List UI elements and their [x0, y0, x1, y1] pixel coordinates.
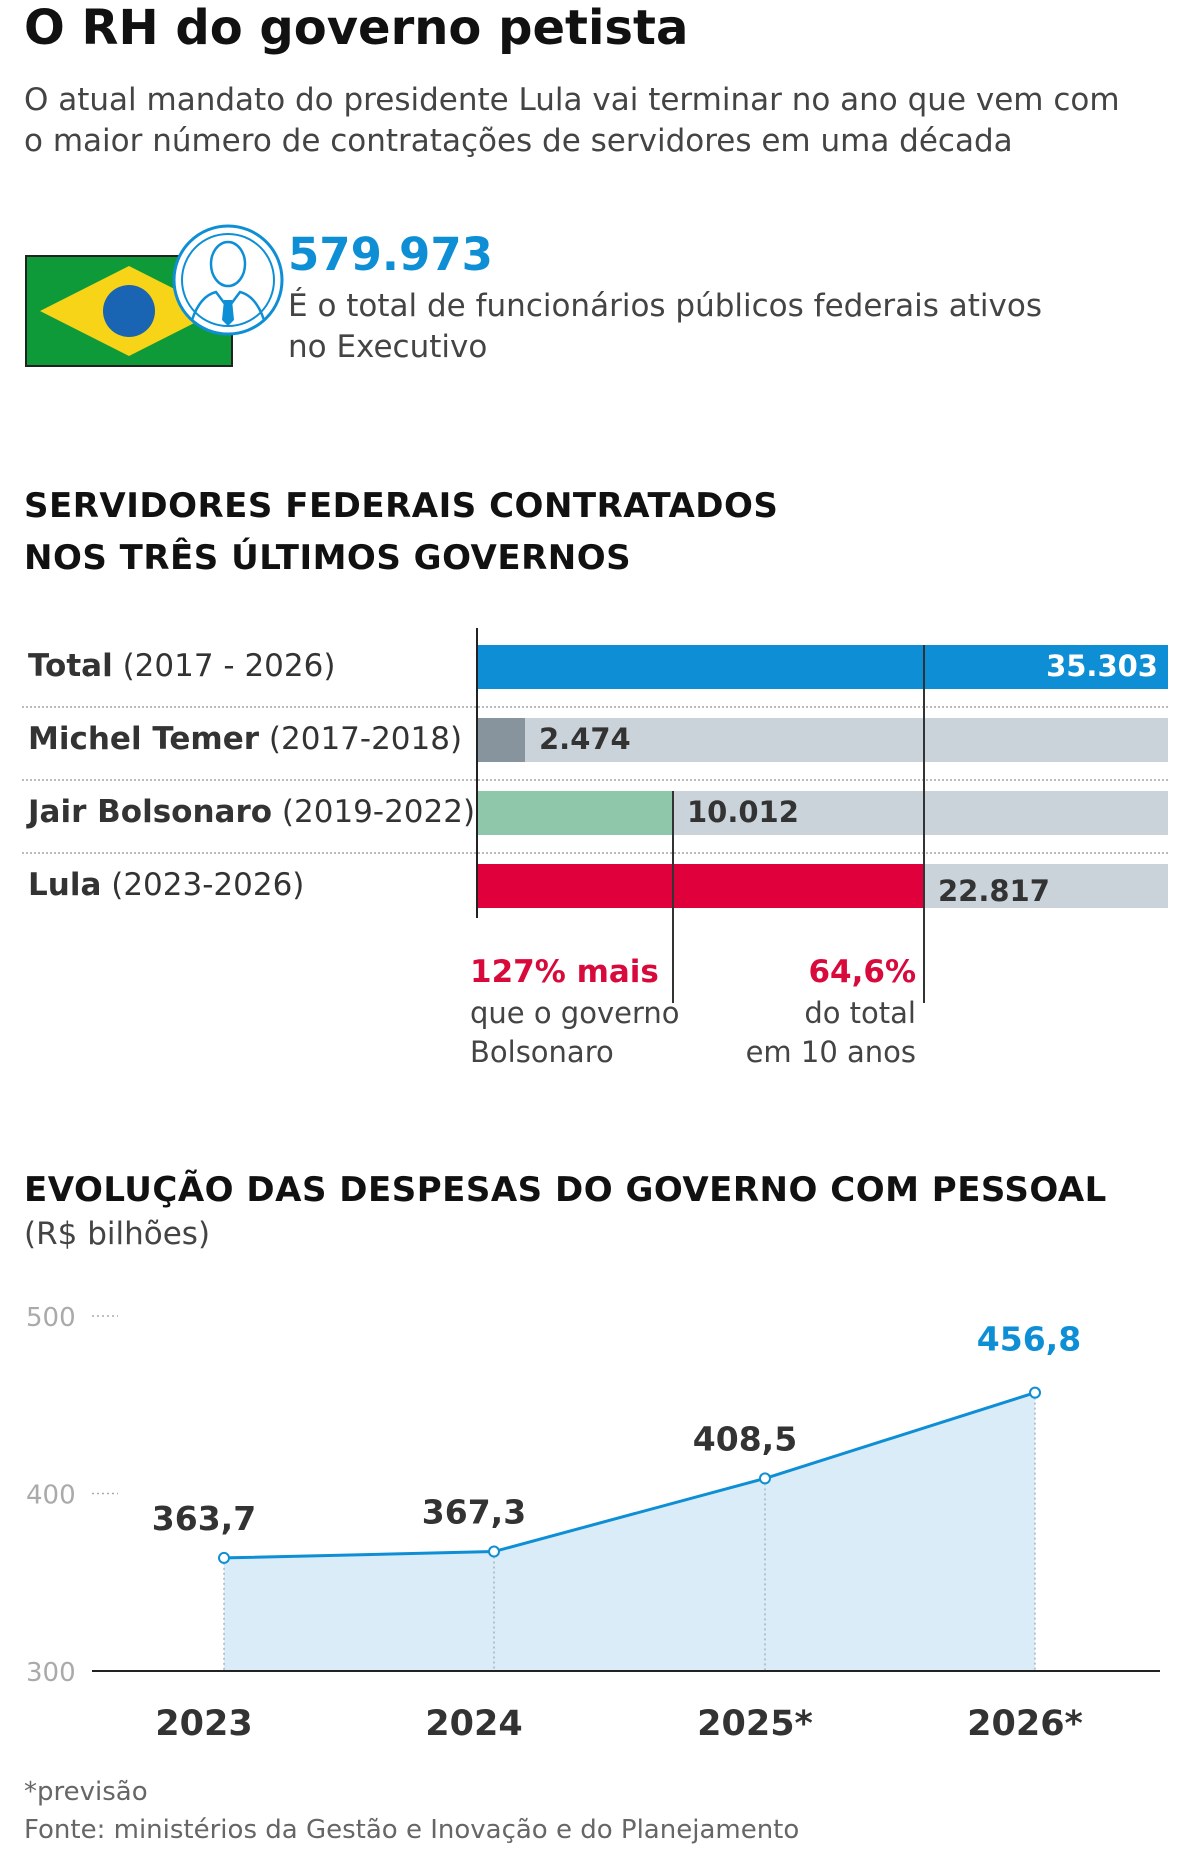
data-label: 456,8: [977, 1320, 1081, 1359]
row-label-temer: Michel Temer (2017-2018): [28, 721, 462, 757]
bar-chart-title-line-1: SERVIDORES FEDERAIS CONTRATADOS: [24, 486, 779, 526]
x-tick-label: 2023: [155, 1704, 252, 1744]
row-period: (2019-2022): [281, 794, 476, 830]
data-label: 363,7: [152, 1499, 256, 1538]
bar-total: [477, 645, 1168, 689]
row-separator: [22, 706, 1168, 708]
area-fill: [224, 1392, 1035, 1671]
stat-description: É o total de funcionários públicos feder…: [288, 288, 1042, 365]
bar-value-total: 35.303: [1046, 649, 1158, 683]
bar-axis-line: [476, 628, 478, 918]
bar-lula: [477, 864, 924, 908]
footnote: *previsão: [24, 1777, 148, 1807]
bar-bolsonaro: [477, 791, 673, 835]
x-tick-label: 2024: [425, 1704, 522, 1744]
bar-value-bolsonaro: 10.012: [687, 795, 799, 829]
data-label: 408,5: [693, 1419, 797, 1458]
bar-chart-title: SERVIDORES FEDERAIS CONTRATADOS NOS TRÊS…: [24, 480, 778, 584]
bar-value-temer: 2.474: [539, 722, 631, 756]
page-title: O RH do governo petista: [24, 0, 689, 56]
annotation-strong: 127% mais: [470, 954, 659, 990]
y-tick-label: 400: [26, 1481, 76, 1511]
guide-line-bolsonaro: [672, 791, 674, 1003]
series-line: [223, 1391, 1036, 1560]
annotation-share-total: 64,6% do total em 10 anos: [680, 954, 916, 1072]
row-name: Total: [28, 648, 113, 684]
civil-servant-icon: [172, 224, 284, 336]
y-tick-label: 300: [26, 1658, 76, 1688]
row-period: (2017-2018): [268, 721, 463, 757]
row-label-lula: Lula (2023-2026): [28, 867, 304, 903]
y-tick-label: 500: [26, 1303, 76, 1333]
annotation-line: que o governo: [470, 996, 680, 1030]
row-name: Jair Bolsonaro: [28, 794, 273, 830]
stat-illustration: [25, 224, 284, 367]
x-tick-label: 2025*: [697, 1704, 813, 1744]
line-chart-title: EVOLUÇÃO DAS DESPESAS DO GOVERNO COM PES…: [24, 1170, 1107, 1210]
row-label-bolsonaro: Jair Bolsonaro (2019-2022): [28, 794, 475, 830]
source: Fonte: ministérios da Gestão e Inovação …: [24, 1815, 800, 1845]
row-separator: [22, 852, 1168, 854]
bar-temer: [477, 718, 525, 762]
row-period: (2023-2026): [111, 867, 305, 903]
page-subtitle: O atual mandato do presidente Lula vai t…: [24, 82, 1120, 159]
annotation-line: do total: [804, 996, 916, 1030]
row-name: Lula: [28, 867, 102, 903]
row-period: (2017 - 2026): [122, 648, 336, 684]
row-name: Michel Temer: [28, 721, 260, 757]
row-separator: [22, 779, 1168, 781]
data-label: 367,3: [422, 1493, 526, 1532]
annotation-line: Bolsonaro: [470, 1035, 614, 1069]
annotation-vs-bolsonaro: 127% mais que o governo Bolsonaro: [470, 954, 680, 1072]
bar-background: [477, 718, 1168, 762]
line-chart-unit: (R$ bilhões): [24, 1216, 211, 1252]
data-point: [1029, 1386, 1041, 1399]
data-point: [488, 1545, 500, 1558]
bar-chart-title-line-2: NOS TRÊS ÚLTIMOS GOVERNOS: [24, 538, 632, 578]
bar-chart: Total (2017 - 2026) Michel Temer (2017-2…: [22, 628, 1168, 1072]
x-tick-label: 2026*: [967, 1704, 1083, 1744]
guide-line-lula: [923, 645, 925, 1003]
data-point: [759, 1472, 771, 1485]
bar-value-lula: 22.817: [938, 874, 1050, 908]
annotation-strong: 64,6%: [808, 954, 916, 990]
stat-number: 579.973: [288, 228, 493, 281]
annotation-line: em 10 anos: [745, 1035, 916, 1069]
data-point: [218, 1551, 230, 1564]
row-label-total: Total (2017 - 2026): [28, 648, 335, 684]
